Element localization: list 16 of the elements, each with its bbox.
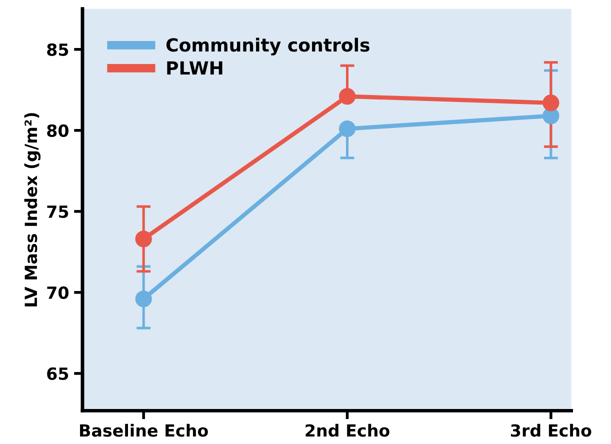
y-tick-label: 70 bbox=[47, 286, 68, 299]
y-tick-label: 80 bbox=[47, 124, 68, 137]
y-tick-label: 75 bbox=[47, 206, 68, 218]
point bbox=[135, 230, 152, 248]
point bbox=[542, 94, 560, 112]
x-tick-label: 3rd Echo bbox=[510, 424, 592, 437]
legend-label: PLWH bbox=[167, 61, 222, 75]
x-tick-label: Baseline Echo bbox=[80, 424, 208, 437]
point bbox=[135, 290, 152, 308]
y-tick-label: 65 bbox=[47, 367, 68, 380]
point bbox=[338, 120, 356, 138]
y-axis-title: LV Mass Index (g/m²) bbox=[24, 113, 41, 306]
x-tick-label: 2nd Echo bbox=[306, 424, 390, 437]
point bbox=[338, 88, 356, 105]
y-tick-label: 85 bbox=[47, 43, 68, 56]
legend-label: Community controls bbox=[166, 38, 370, 56]
